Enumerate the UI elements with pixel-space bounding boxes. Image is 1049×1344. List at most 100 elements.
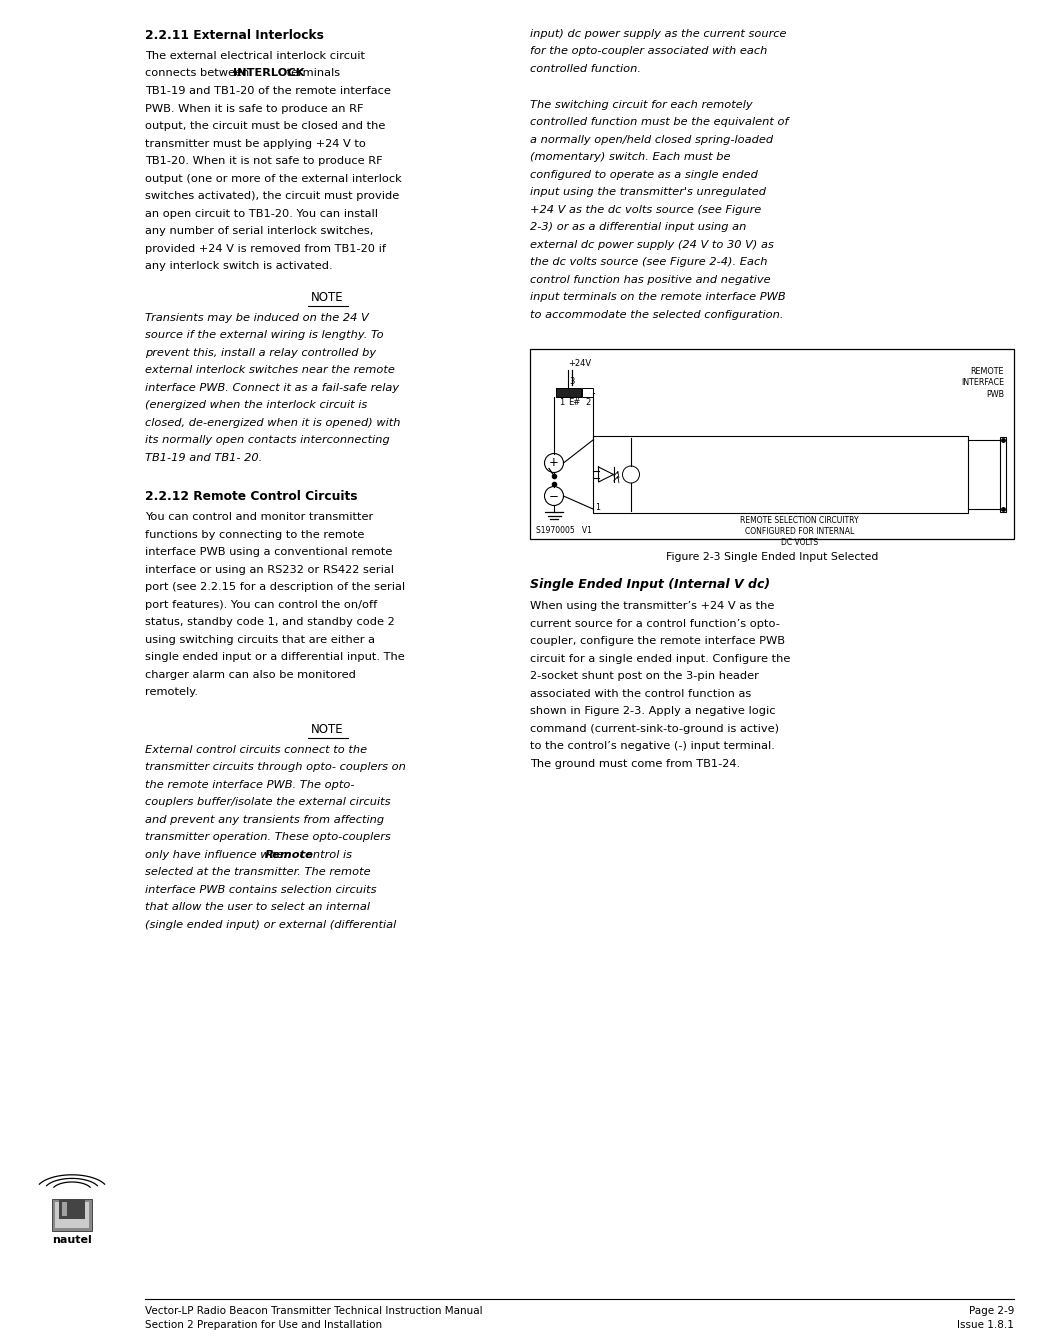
Text: input using the transmitter's unregulated: input using the transmitter's unregulate… (530, 187, 766, 198)
Text: the remote interface PWB. The opto-: the remote interface PWB. The opto- (145, 780, 355, 789)
Text: control is: control is (296, 849, 351, 860)
Text: Remote: Remote (264, 849, 314, 860)
Text: configured to operate as a single ended: configured to operate as a single ended (530, 169, 757, 180)
Text: 2.2.11 External Interlocks: 2.2.11 External Interlocks (145, 30, 324, 42)
Text: REMOTE SELECTION CIRCUITRY
CONFIGURED FOR INTERNAL
DC VOLTS: REMOTE SELECTION CIRCUITRY CONFIGURED FO… (741, 516, 859, 547)
Text: Issue 1.8.1: Issue 1.8.1 (957, 1320, 1014, 1331)
Text: 2.2.12 Remote Control Circuits: 2.2.12 Remote Control Circuits (145, 491, 358, 503)
Text: 2-socket shunt post on the 3-pin header: 2-socket shunt post on the 3-pin header (530, 671, 758, 681)
Text: Vector-LP Radio Beacon Transmitter Technical Instruction Manual: Vector-LP Radio Beacon Transmitter Techn… (145, 1306, 483, 1316)
Text: shown in Figure 2-3. Apply a negative logic: shown in Figure 2-3. Apply a negative lo… (530, 706, 775, 716)
Text: terminals: terminals (282, 69, 340, 78)
Bar (556, 388, 580, 396)
Text: provided +24 V is removed from TB1-20 if: provided +24 V is removed from TB1-20 if (145, 243, 386, 254)
Text: input terminals on the remote interface PWB: input terminals on the remote interface … (530, 292, 786, 302)
Text: S1970005   V1: S1970005 V1 (536, 526, 592, 535)
Text: E#: E# (568, 398, 580, 407)
Bar (52, 1199, 92, 1231)
Text: for the opto-coupler associated with each: for the opto-coupler associated with eac… (530, 47, 768, 56)
Text: transmitter must be applying +24 V to: transmitter must be applying +24 V to (145, 138, 366, 148)
Text: The external electrical interlock circuit: The external electrical interlock circui… (145, 51, 365, 60)
Bar (55, 1202, 89, 1228)
Text: The ground must come from TB1-24.: The ground must come from TB1-24. (530, 758, 741, 769)
Text: The switching circuit for each remotely: The switching circuit for each remotely (530, 99, 752, 109)
Text: that allow the user to select an internal: that allow the user to select an interna… (145, 902, 370, 913)
Text: TB1-19 and TB1- 20.: TB1-19 and TB1- 20. (145, 453, 262, 462)
Text: couplers buffer/isolate the external circuits: couplers buffer/isolate the external cir… (145, 797, 390, 806)
Text: NOTE: NOTE (312, 290, 344, 304)
Text: (single ended input) or external (differential: (single ended input) or external (differ… (145, 919, 397, 930)
Bar (582, 388, 594, 396)
Bar (593, 435, 968, 513)
Text: to accommodate the selected configuration.: to accommodate the selected configuratio… (530, 309, 784, 320)
Text: Transients may be induced on the 24 V: Transients may be induced on the 24 V (145, 313, 369, 323)
Text: current source for a control function’s opto-: current source for a control function’s … (530, 618, 779, 629)
Text: TB1-20. When it is not safe to produce RF: TB1-20. When it is not safe to produce R… (145, 156, 383, 167)
Text: interface or using an RS232 or RS422 serial: interface or using an RS232 or RS422 ser… (145, 564, 394, 574)
Text: output (one or more of the external interlock: output (one or more of the external inte… (145, 173, 402, 184)
Text: (momentary) switch. Each must be: (momentary) switch. Each must be (530, 152, 730, 163)
Text: functions by connecting to the remote: functions by connecting to the remote (145, 530, 364, 539)
Text: nautel: nautel (52, 1235, 92, 1245)
Text: command (current-sink-to-ground is active): command (current-sink-to-ground is activ… (530, 723, 779, 734)
Text: NOTE: NOTE (312, 723, 344, 735)
Text: TB1-19 and TB1-20 of the remote interface: TB1-19 and TB1-20 of the remote interfac… (145, 86, 391, 95)
Text: 2-3) or as a differential input using an: 2-3) or as a differential input using an (530, 222, 747, 233)
Text: interface PWB. Connect it as a fail-safe relay: interface PWB. Connect it as a fail-safe… (145, 383, 399, 392)
Text: source if the external wiring is lengthy. To: source if the external wiring is lengthy… (145, 331, 384, 340)
Text: circuit for a single ended input. Configure the: circuit for a single ended input. Config… (530, 653, 790, 664)
Text: connects between: connects between (145, 69, 253, 78)
Text: charger alarm can also be monitored: charger alarm can also be monitored (145, 669, 356, 680)
Text: External control circuits connect to the: External control circuits connect to the (145, 745, 367, 754)
Bar (569, 388, 580, 396)
Text: Section 2 Preparation for Use and Installation: Section 2 Preparation for Use and Instal… (145, 1320, 382, 1331)
Text: coupler, configure the remote interface PWB: coupler, configure the remote interface … (530, 636, 785, 646)
Bar (62, 1202, 67, 1216)
Text: transmitter operation. These opto-couplers: transmitter operation. These opto-couple… (145, 832, 390, 841)
Bar (556, 388, 568, 396)
Text: When using the transmitter’s +24 V as the: When using the transmitter’s +24 V as th… (530, 601, 774, 612)
Text: output, the circuit must be closed and the: output, the circuit must be closed and t… (145, 121, 385, 130)
Text: PWB. When it is safe to produce an RF: PWB. When it is safe to produce an RF (145, 103, 364, 113)
Text: interface PWB using a conventional remote: interface PWB using a conventional remot… (145, 547, 392, 556)
Text: 2: 2 (585, 398, 591, 407)
Bar (530, 349, 1014, 539)
Text: You can control and monitor transmitter: You can control and monitor transmitter (145, 512, 373, 521)
Text: controlled function must be the equivalent of: controlled function must be the equivale… (530, 117, 789, 126)
Text: input) dc power supply as the current source: input) dc power supply as the current so… (530, 30, 787, 39)
Text: a normally open/held closed spring-loaded: a normally open/held closed spring-loade… (530, 134, 773, 145)
Text: +: + (549, 456, 559, 469)
Text: status, standby code 1, and standby code 2: status, standby code 1, and standby code… (145, 617, 394, 628)
Text: INTERLOCK: INTERLOCK (233, 69, 305, 78)
Text: selected at the transmitter. The remote: selected at the transmitter. The remote (145, 867, 370, 878)
Text: only have influence when: only have influence when (145, 849, 295, 860)
Text: single ended input or a differential input. The: single ended input or a differential inp… (145, 652, 405, 663)
Text: using switching circuits that are either a: using switching circuits that are either… (145, 634, 374, 645)
Text: 3: 3 (569, 378, 575, 386)
Text: Single Ended Input (Internal V dc): Single Ended Input (Internal V dc) (530, 578, 770, 591)
Text: +24V: +24V (568, 359, 592, 368)
Text: interface PWB contains selection circuits: interface PWB contains selection circuit… (145, 884, 377, 895)
Text: to the control’s negative (-) input terminal.: to the control’s negative (-) input term… (530, 741, 775, 751)
Text: REMOTE
INTERFACE
PWB: REMOTE INTERFACE PWB (961, 367, 1004, 399)
Text: prevent this, install a relay controlled by: prevent this, install a relay controlled… (145, 348, 377, 358)
Text: control function has positive and negative: control function has positive and negati… (530, 274, 771, 285)
Text: any number of serial interlock switches,: any number of serial interlock switches, (145, 226, 373, 237)
Text: switches activated), the circuit must provide: switches activated), the circuit must pr… (145, 191, 400, 202)
Bar (59, 1199, 85, 1219)
Text: remotely.: remotely. (145, 687, 198, 698)
Text: 1: 1 (595, 503, 600, 512)
Text: an open circuit to TB1-20. You can install: an open circuit to TB1-20. You can insta… (145, 208, 378, 219)
Text: Figure 2-3 Single Ended Input Selected: Figure 2-3 Single Ended Input Selected (666, 552, 878, 562)
Text: +24 V as the dc volts source (see Figure: +24 V as the dc volts source (see Figure (530, 204, 762, 215)
Text: (energized when the interlock circuit is: (energized when the interlock circuit is (145, 401, 367, 410)
Text: the dc volts source (see Figure 2-4). Each: the dc volts source (see Figure 2-4). Ea… (530, 257, 768, 267)
Text: −: − (549, 489, 559, 503)
Text: external dc power supply (24 V to 30 V) as: external dc power supply (24 V to 30 V) … (530, 239, 774, 250)
Text: Page 2-9: Page 2-9 (968, 1306, 1014, 1316)
Text: port (see 2.2.15 for a description of the serial: port (see 2.2.15 for a description of th… (145, 582, 405, 591)
Text: its normally open contacts interconnecting: its normally open contacts interconnecti… (145, 435, 390, 445)
Text: port features). You can control the on/off: port features). You can control the on/o… (145, 599, 378, 609)
Text: and prevent any transients from affecting: and prevent any transients from affectin… (145, 814, 384, 824)
Text: transmitter circuits through opto- couplers on: transmitter circuits through opto- coupl… (145, 762, 406, 771)
